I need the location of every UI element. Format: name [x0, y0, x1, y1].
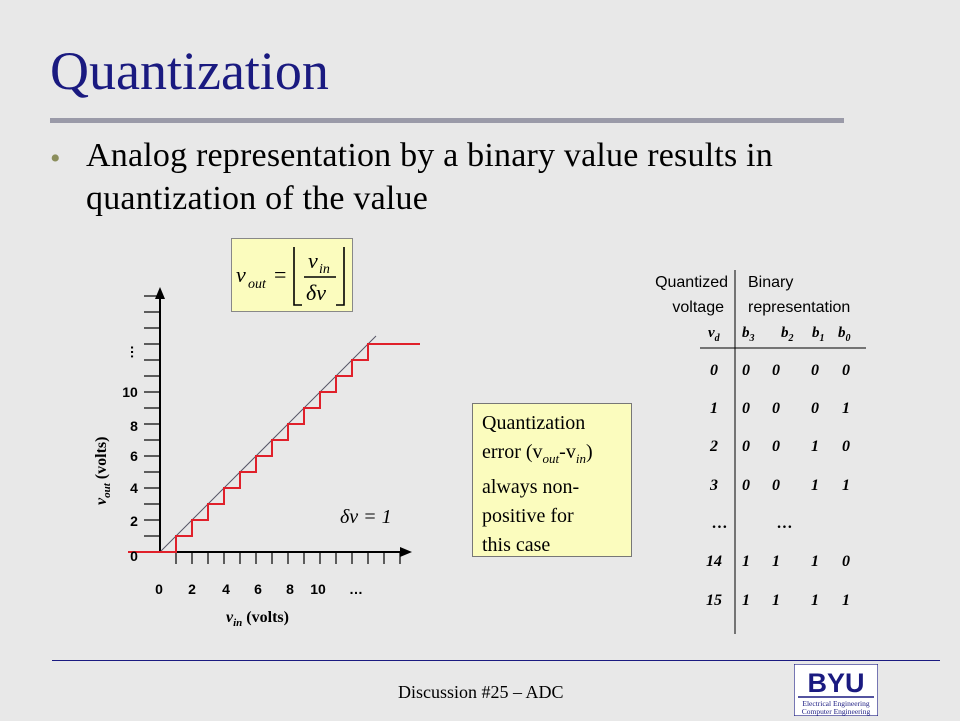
footer-text: Discussion #25 – ADC: [398, 682, 564, 702]
table-cell-r3-c4: 1: [842, 477, 850, 494]
table-cell-r4-c1: …: [777, 515, 793, 532]
table-cell-r5-c4: 0: [842, 553, 850, 570]
table-cell-r2-c4: 0: [842, 438, 850, 455]
table-cell-r1-c3: 0: [811, 400, 819, 417]
ideal-line: [159, 335, 377, 553]
table-cell-r3-c0: 3: [709, 477, 718, 494]
y-tick-marks: [144, 295, 160, 537]
table-cell-r6-c4: 1: [842, 592, 850, 609]
table-cell-r5-c1: 1: [742, 553, 750, 570]
col-header-b0: b0: [838, 325, 851, 344]
formula-box: v out = v in δv: [231, 238, 353, 312]
byu-line-1: Electrical Engineering: [802, 699, 870, 708]
quantization-error-note: Quantization error (vout-vin) always non…: [472, 403, 632, 557]
title-underline: [50, 118, 844, 123]
x-tick-label-2: 2: [188, 581, 196, 597]
col-header-b3: b3: [742, 325, 755, 344]
y-axis-arrow: [155, 287, 165, 299]
col-header-b1: b1: [812, 325, 825, 344]
y-tick-label-0: 0: [130, 548, 138, 564]
y-axis-label: vout (volts): [93, 437, 113, 505]
table-cell-r6-c2: 1: [772, 592, 780, 609]
footer-rule: [52, 660, 940, 661]
table-cell-r3-c1: 0: [742, 477, 750, 494]
table-cell-r0-c0: 0: [710, 362, 718, 379]
delta-v-label: δv = 1: [340, 506, 392, 528]
formula-numerator-sub: in: [319, 262, 330, 277]
bullet-text: Analog representation by a binary value …: [86, 137, 773, 217]
table-cell-r4-c0: …: [712, 515, 728, 532]
table-body: 0 0 0 0 0 1 0 0 0 1 2 0 0 1 0 3 0 0 1 1 … … 14 1 1 1 0 15 1 1 1 1: [706, 362, 850, 609]
floor-right-bracket: [336, 247, 345, 306]
table-header-quantized: Quantized: [655, 274, 728, 291]
byu-logo: BYU Electrical Engineering Computer Engi…: [793, 663, 879, 717]
table-cell-r5-c3: 1: [811, 553, 819, 570]
table-cell-r1-c4: 1: [842, 400, 850, 417]
formula-svg: v out = v in δv: [236, 247, 345, 306]
table-cell-r6-c3: 1: [811, 592, 819, 609]
x-tick-label-8: 8: [286, 581, 294, 597]
table-cell-r5-c2: 1: [772, 553, 780, 570]
table-cell-r6-c1: 1: [742, 592, 750, 609]
table-cell-r3-c3: 1: [811, 477, 819, 494]
table-header-representation: representation: [748, 299, 850, 316]
col-header-b2: b2: [781, 325, 794, 344]
x-tick-label-10: 10: [310, 581, 326, 597]
y-tick-label-8: 8: [130, 418, 138, 434]
error-note-line-2: error (vout-vin): [482, 441, 593, 466]
table-cell-r0-c1: 0: [742, 362, 750, 379]
error-note-text: Quantization error (vout-vin) always non…: [482, 409, 632, 560]
table-cell-r1-c1: 0: [742, 400, 750, 417]
floor-left-bracket: [293, 247, 302, 306]
error-note-line-4: positive for: [482, 505, 574, 527]
x-tick-marks: [175, 552, 401, 564]
formula-lhs: v: [236, 262, 246, 287]
error-note-line-5: this case: [482, 534, 551, 556]
x-axis-label: vin (volts): [226, 609, 289, 629]
byu-line-2: Computer Engineering: [802, 707, 871, 716]
formula-lhs-sub: out: [248, 277, 267, 292]
table-cell-r0-c3: 0: [811, 362, 819, 379]
error-note-line-1: Quantization: [482, 412, 586, 434]
byu-wordmark: BYU: [807, 668, 864, 698]
formula-numerator: v: [308, 248, 318, 273]
table-header-voltage: voltage: [672, 299, 724, 316]
y-axis-ellipsis: …: [128, 345, 144, 359]
slide-title: Quantization: [50, 41, 329, 101]
x-axis-ellipsis: …: [349, 581, 363, 597]
table-cell-r6-c0: 15: [706, 592, 722, 609]
quantization-staircase: [128, 343, 420, 553]
y-tick-label-2: 2: [130, 513, 138, 529]
table-cell-r1-c2: 0: [772, 400, 780, 417]
col-header-vd: vd: [708, 325, 721, 344]
table-cell-r0-c4: 0: [842, 362, 850, 379]
formula-equals: =: [274, 262, 286, 287]
table-cell-r2-c0: 2: [709, 438, 718, 455]
x-tick-label-0: 0: [155, 581, 163, 597]
x-axis-arrow: [400, 547, 412, 557]
bullet-marker: •: [50, 142, 61, 175]
table-cell-r2-c1: 0: [742, 438, 750, 455]
formula-denominator: δv: [306, 280, 326, 305]
table-cell-r3-c2: 0: [772, 477, 780, 494]
y-tick-label-4: 4: [130, 480, 138, 496]
table-cell-r0-c2: 0: [772, 362, 780, 379]
table-cell-r1-c0: 1: [710, 400, 718, 417]
y-tick-label-6: 6: [130, 448, 138, 464]
error-note-line-3: always non-: [482, 476, 580, 498]
x-tick-label-6: 6: [254, 581, 262, 597]
x-tick-label-4: 4: [222, 581, 230, 597]
table-header-binary: Binary: [748, 274, 793, 291]
table-cell-r2-c3: 1: [811, 438, 819, 455]
byu-logo-svg: BYU Electrical Engineering Computer Engi…: [793, 663, 879, 717]
table-cell-r2-c2: 0: [772, 438, 780, 455]
table-cell-r5-c0: 14: [706, 553, 722, 570]
y-tick-label-10: 10: [122, 384, 138, 400]
